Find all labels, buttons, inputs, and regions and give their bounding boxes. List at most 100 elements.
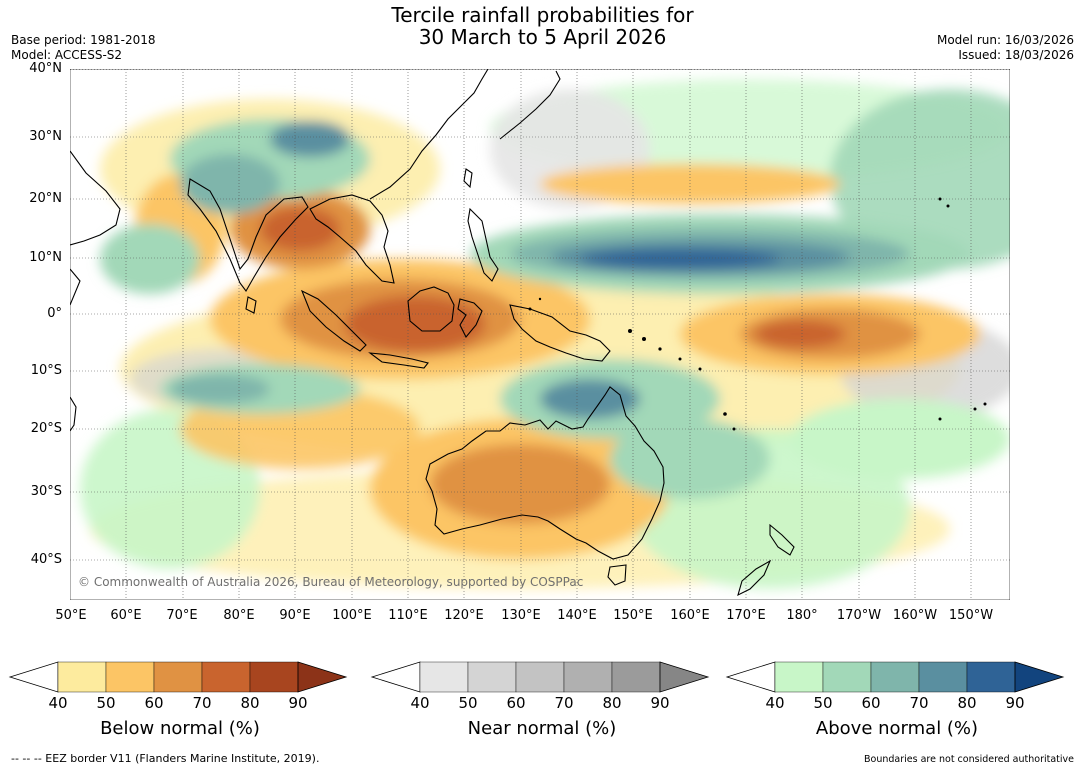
colorbar-below-tick-80: 80 [240, 694, 260, 712]
lon-label-150e: 150°E [613, 608, 653, 623]
sumatra-coastline [300, 289, 367, 352]
lon-label-90e: 90°E [279, 608, 311, 623]
colorbar-below-swatch-80 [201, 661, 251, 693]
lon-label-150w: 150°W [948, 608, 994, 623]
colorbar-above-swatch-90 [966, 661, 1016, 693]
colorbar-near-normal [370, 660, 712, 694]
probability-field [80, 79, 1010, 589]
colorbar-below-svg [8, 661, 348, 693]
lon-label-160e: 160°E [670, 608, 710, 623]
colorbar-below-swatch-50 [57, 661, 107, 693]
colorbar-above-tick-40: 40 [765, 694, 785, 712]
title-line-2: 30 March to 5 April 2026 [418, 25, 667, 49]
colorbar-above-swatch-80 [918, 661, 968, 693]
colorbar-below-tick-50: 50 [96, 694, 116, 712]
colorbar-below-swatch-90 [249, 661, 299, 693]
eez-border-note: -- -- -- EEZ border V11 (Flanders Marine… [11, 752, 320, 765]
java-coastline [368, 352, 429, 369]
coastlines [70, 69, 795, 597]
lon-label-160w: 160°W [892, 608, 938, 623]
lat-label-20n: 20°N [29, 191, 62, 206]
rainfall-probability-map: © Commonwealth of Australia 2026, Bureau… [70, 69, 1010, 600]
arabia-coastline [70, 150, 121, 246]
model-run: Model run: 16/03/2026 [936, 33, 1074, 47]
colorbar-below-normal [8, 660, 350, 694]
colorbar-above-tick-90: 90 [1005, 694, 1025, 712]
lat-label-10s: 10°S [30, 363, 62, 378]
colorbar-above-tick-70: 70 [909, 694, 929, 712]
africa-coastline [70, 268, 81, 306]
australia-coastline [425, 386, 665, 560]
new-guinea-coastline [509, 304, 611, 362]
colorbar-above-normal [725, 660, 1067, 694]
colorbar-near-tick-70: 70 [554, 694, 574, 712]
colorbar-below-swatch-60 [105, 661, 155, 693]
base-info: Base period: 1981-2018 Model: ACCESS-S2 [11, 33, 156, 63]
lon-label-170w: 170°W [836, 608, 882, 623]
colorbar-near-max-arrow [659, 661, 710, 693]
colorbar-below-tick-40: 40 [48, 694, 68, 712]
taiwan-coastline [463, 168, 473, 189]
colorbar-near-swatch-80 [563, 661, 613, 693]
philippines-coastline [467, 207, 499, 282]
graticule [70, 69, 1010, 600]
colorbar-above-svg [725, 661, 1065, 693]
colorbar-near-title: Near normal (%) [467, 718, 617, 739]
colorbar-near-swatch-90 [611, 661, 661, 693]
lon-label-70e: 70°E [166, 608, 198, 623]
colorbar-above-swatch-70 [870, 661, 920, 693]
sri-lanka-coastline [245, 296, 257, 314]
boundary-disclaimer: Boundaries are not considered authoritat… [864, 754, 1074, 765]
colorbar-near-swatch-50 [419, 661, 469, 693]
colorbar-below-min-arrow [8, 661, 59, 693]
colorbar-above-swatch-60 [822, 661, 872, 693]
lat-label-eq: 0° [47, 306, 62, 321]
lon-label-180: 180° [786, 608, 818, 623]
colorbar-near-tick-60: 60 [506, 694, 526, 712]
sulawesi-coastline [457, 298, 483, 338]
issued-date: Issued: 18/03/2026 [958, 48, 1074, 62]
lat-label-20s: 20°S [30, 421, 62, 436]
map-title: Tercile rainfall probabilities for 30 Ma… [0, 4, 1085, 48]
new-zealand-coastline [737, 523, 795, 597]
lon-label-120e: 120°E [444, 608, 484, 623]
colorbar-below-max-arrow [297, 661, 348, 693]
lon-label-60e: 60°E [110, 608, 142, 623]
run-info: Model run: 16/03/2026 Issued: 18/03/2026 [937, 33, 1074, 63]
colorbar-above-tick-50: 50 [813, 694, 833, 712]
model-name: Model: ACCESS-S2 [11, 48, 123, 62]
lon-label-130e: 130°E [501, 608, 541, 623]
colorbar-near-tick-80: 80 [602, 694, 622, 712]
japan-coastline [499, 70, 561, 140]
colorbar-near-min-arrow [370, 661, 421, 693]
lat-label-30s: 30°S [30, 484, 62, 499]
colorbar-above-swatch-50 [774, 661, 824, 693]
title-line-1: Tercile rainfall probabilities for [391, 3, 694, 27]
base-period: Base period: 1981-2018 [11, 33, 156, 47]
lat-label-40s: 40°S [30, 552, 62, 567]
colorbar-below-swatch-70 [153, 661, 203, 693]
colorbar-near-swatch-70 [515, 661, 565, 693]
colorbar-near-svg [370, 661, 710, 693]
colorbar-below-tick-60: 60 [144, 694, 164, 712]
india-coastline [187, 178, 309, 292]
colorbar-above-max-arrow [1014, 661, 1065, 693]
colorbar-below-tick-90: 90 [288, 694, 308, 712]
se-asia-coastline [309, 194, 395, 284]
lat-label-40n: 40°N [29, 61, 62, 76]
tasmania-coastline [607, 564, 627, 586]
lon-label-80e: 80°E [223, 608, 255, 623]
colorbar-above-title: Above normal (%) [815, 718, 979, 739]
lat-label-10n: 10°N [29, 250, 62, 265]
lon-label-170e: 170°E [726, 608, 766, 623]
colorbar-below-title: Below normal (%) [100, 718, 260, 739]
colorbar-near-swatch-60 [467, 661, 517, 693]
colorbar-near-tick-90: 90 [650, 694, 670, 712]
lat-label-30n: 30°N [29, 129, 62, 144]
map-svg: © Commonwealth of Australia 2026, Bureau… [70, 69, 1010, 600]
colorbar-above-min-arrow [725, 661, 776, 693]
lon-label-100e: 100°E [332, 608, 372, 623]
colorbar-below-tick-70: 70 [192, 694, 212, 712]
colorbar-above-tick-80: 80 [957, 694, 977, 712]
lon-label-140e: 140°E [557, 608, 597, 623]
